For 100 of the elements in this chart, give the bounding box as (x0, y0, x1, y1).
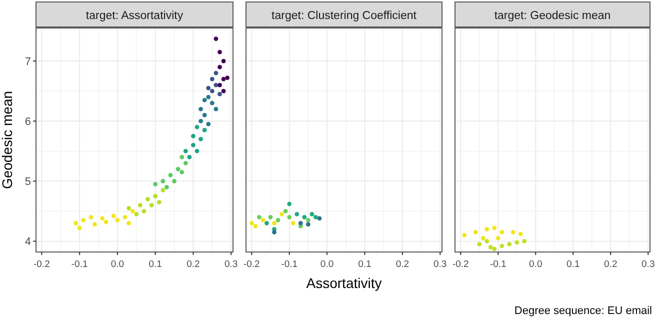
point (168, 172, 173, 178)
point (191, 142, 196, 148)
x-tick-label: -0.1 (71, 259, 88, 270)
chart-title: target: Assortativity (86, 10, 184, 22)
point (198, 106, 203, 112)
point (142, 208, 146, 214)
point (218, 82, 222, 88)
point (306, 218, 310, 222)
point (221, 76, 226, 82)
point (522, 238, 527, 244)
point (306, 222, 310, 227)
point (214, 36, 218, 42)
point (473, 230, 478, 234)
point (122, 214, 128, 220)
point (180, 170, 184, 174)
point (180, 154, 184, 160)
point (202, 112, 207, 118)
point (518, 232, 523, 236)
x-tick-label: -0.1 (281, 259, 298, 270)
x-tick-label: 0.3 (642, 259, 655, 270)
point (156, 200, 162, 204)
chart-title: target: Geodesic mean (494, 10, 611, 22)
point (210, 88, 214, 94)
point (310, 212, 314, 216)
point (214, 106, 218, 112)
point (249, 220, 254, 226)
point (126, 220, 132, 226)
point (484, 226, 490, 232)
point (191, 134, 196, 138)
point (138, 202, 142, 208)
point (484, 238, 490, 244)
text: Degree sequence: EU email (514, 305, 652, 317)
point (194, 148, 200, 154)
x-tick-label: -0.1 (490, 259, 506, 270)
point (176, 166, 180, 172)
point (260, 218, 266, 222)
point (111, 214, 116, 218)
point (500, 230, 504, 234)
point (218, 50, 222, 54)
point (510, 230, 516, 234)
x-tick-label: 0.2 (186, 259, 200, 270)
point (206, 86, 211, 90)
point (187, 154, 192, 160)
point (480, 236, 486, 240)
point (507, 242, 512, 246)
x-tick-label: -0.2 (33, 259, 50, 270)
point (264, 220, 269, 226)
point (287, 202, 292, 206)
point (462, 232, 467, 238)
point (290, 220, 296, 226)
point (302, 214, 307, 220)
point (206, 122, 211, 126)
point (198, 136, 203, 142)
point (256, 214, 262, 220)
point (183, 160, 188, 166)
x-tick-label: 0.2 (396, 259, 410, 270)
point (74, 220, 78, 226)
point (287, 214, 292, 220)
point (268, 214, 273, 220)
point (514, 240, 520, 245)
point (104, 220, 108, 224)
point (92, 222, 97, 227)
point (130, 208, 135, 214)
x-tick-label: 0.1 (148, 259, 162, 270)
y-tick-label: 6 (24, 116, 31, 128)
point (218, 92, 222, 96)
x-tick-label: 0.0 (529, 259, 542, 270)
point (100, 216, 104, 221)
point (172, 178, 176, 184)
point (153, 182, 158, 186)
point (317, 216, 322, 221)
point (221, 88, 226, 94)
y-tick-label: 5 (24, 176, 31, 188)
x-tick-label: 0.1 (566, 259, 580, 270)
point (202, 128, 207, 132)
point (272, 230, 276, 234)
point (126, 206, 132, 210)
point (218, 64, 222, 70)
point (276, 218, 280, 222)
point (160, 178, 166, 184)
x-tick-label: 0.2 (604, 259, 618, 270)
point (210, 76, 214, 82)
x-axis-title: Assortativity (306, 275, 382, 291)
point (115, 218, 120, 222)
point (272, 220, 276, 226)
point (488, 244, 493, 250)
point (294, 212, 300, 216)
x-tick-label: 0.1 (358, 259, 372, 270)
point (477, 242, 482, 246)
x-tick-label: 0.0 (110, 259, 124, 270)
point (149, 202, 154, 208)
point (194, 124, 200, 130)
point (225, 76, 230, 80)
point (492, 246, 497, 252)
point (206, 94, 211, 100)
point (134, 212, 139, 216)
point (298, 220, 303, 226)
x-tick-label: 0.3 (434, 259, 447, 270)
y-tick-label: 4 (24, 236, 31, 248)
point (146, 196, 150, 202)
